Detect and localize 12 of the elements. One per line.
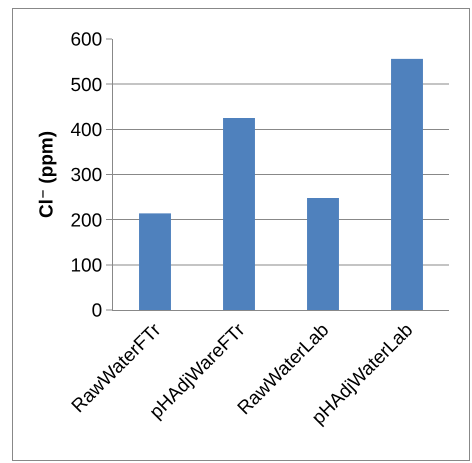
y-tick-label: 100 bbox=[70, 255, 102, 276]
bar bbox=[139, 213, 171, 310]
bar bbox=[307, 198, 339, 310]
y-axis-title: Cl⁻ (ppm) bbox=[36, 130, 58, 218]
bar bbox=[223, 118, 255, 310]
y-tick-label: 200 bbox=[70, 210, 102, 232]
bar bbox=[391, 58, 423, 310]
y-tick-label: 400 bbox=[70, 120, 102, 141]
y-tick-label: 500 bbox=[70, 74, 102, 96]
y-tick-label: 0 bbox=[92, 300, 102, 322]
y-tick-label: 600 bbox=[70, 30, 102, 51]
y-tick-label: 300 bbox=[70, 165, 102, 186]
